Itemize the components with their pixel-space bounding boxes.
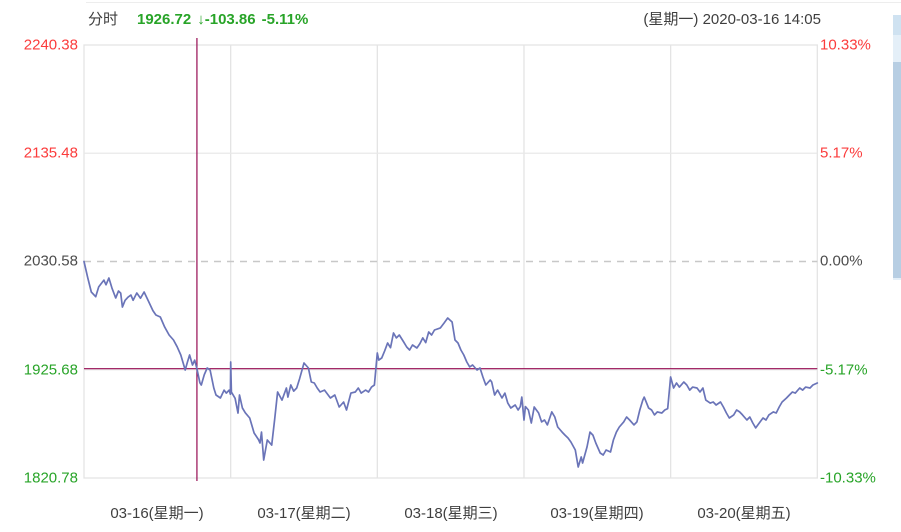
x-axis-day-label: 03-19(星期四) (550, 505, 644, 522)
y-axis-left-label: 1820.78 (23, 469, 78, 487)
scrollbar-thumb[interactable] (893, 62, 901, 278)
quote-change: ↓-103.86 (197, 11, 256, 28)
y-axis-right-label: -5.17% (820, 361, 868, 379)
scrollbar-up-button[interactable] (893, 15, 901, 35)
y-axis-left-label: 2030.58 (23, 252, 78, 270)
x-axis-day-label: 03-20(星期五) (697, 505, 791, 522)
y-axis-right-label: 5.17% (820, 144, 863, 162)
quote-readout: 1926.72 ↓-103.86 -5.11% (137, 10, 314, 30)
y-axis-left-label: 1925.68 (23, 361, 78, 379)
quote-datetime: (星期一) 2020-03-16 14:05 (643, 11, 821, 28)
price-line (83, 260, 819, 468)
y-axis-right-label: 0.00% (820, 252, 863, 270)
scrollbar-track[interactable] (893, 15, 901, 280)
quote-change-pct: -5.11% (261, 11, 309, 28)
quote-price: 1926.72 (137, 11, 192, 28)
y-axis-left-label: 2240.38 (23, 36, 78, 54)
x-axis-day-label: 03-17(星期二) (257, 505, 351, 522)
y-axis-right-label: 10.33% (820, 36, 871, 54)
y-axis-right-label: -10.33% (820, 469, 876, 487)
x-axis-day-label: 03-16(星期一) (110, 505, 204, 522)
tab-intraday[interactable]: 分时 (88, 11, 119, 28)
x-axis-day-label: 03-18(星期三) (404, 505, 498, 522)
y-axis-left-label: 2135.48 (23, 144, 78, 162)
top-divider (86, 2, 901, 3)
